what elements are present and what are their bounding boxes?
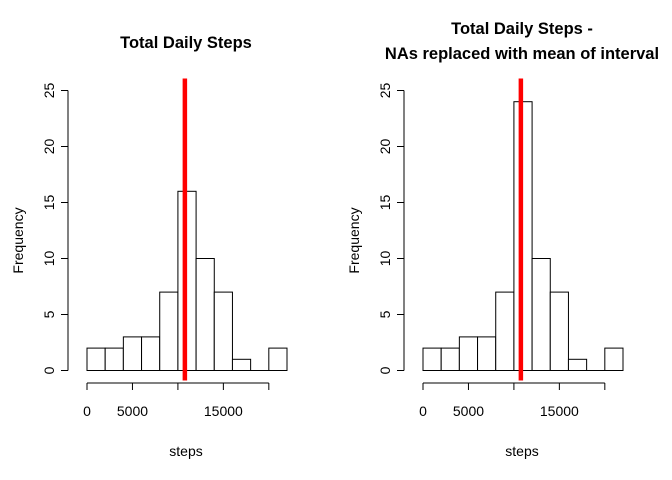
x-tick-label: 0 <box>83 403 91 419</box>
x-tick-label: 5000 <box>117 403 148 419</box>
histogram-bar <box>604 347 624 372</box>
y-tick-label: 20 <box>377 139 393 155</box>
y-tick-label: 5 <box>41 310 57 318</box>
y-tick-label: 20 <box>41 139 57 155</box>
x-axis-label: steps <box>169 443 202 459</box>
histogram-bar <box>477 336 497 371</box>
y-tick-label: 15 <box>41 195 57 211</box>
histogram-bar <box>268 347 288 372</box>
chart-title-line: Total Daily Steps - <box>451 20 593 38</box>
histogram-bar <box>549 291 569 372</box>
x-axis-label: steps <box>505 443 538 459</box>
histogram-bar <box>159 291 179 372</box>
histogram-bar <box>440 347 460 372</box>
y-tick-label: 25 <box>377 83 393 99</box>
x-tick-label: 5000 <box>453 403 484 419</box>
x-tick-label: 0 <box>419 403 427 419</box>
histogram-bar <box>458 336 479 371</box>
y-tick-label: 0 <box>377 366 393 374</box>
chart-title-line: NAs replaced with mean of interval <box>385 45 659 63</box>
histogram-bar <box>567 358 588 371</box>
histogram-bar <box>231 358 252 371</box>
histogram-bar <box>531 258 551 371</box>
chart-title-line: Total Daily Steps <box>120 34 252 52</box>
y-axis-label: Frequency <box>10 207 26 273</box>
y-tick-label: 10 <box>41 251 57 267</box>
histogram-bar <box>195 258 215 371</box>
histogram-bar <box>213 291 233 372</box>
histogram-bar <box>141 336 161 371</box>
y-axis-label: Frequency <box>346 207 362 273</box>
x-tick-label: 15000 <box>204 403 243 419</box>
histogram-panel-total-daily-steps: Total Daily Steps 0 5 10 15 20 25 Frequency 0 500… <box>10 34 288 459</box>
histogram-bar <box>495 291 515 372</box>
y-tick-label: 0 <box>41 366 57 374</box>
y-tick-label: 15 <box>377 195 393 211</box>
histogram-bar <box>86 347 106 372</box>
histogram-bar <box>422 347 442 372</box>
x-tick-label: 15000 <box>540 403 579 419</box>
y-tick-label: 10 <box>377 251 393 267</box>
y-tick-label: 5 <box>377 310 393 318</box>
histogram-bar <box>104 347 124 372</box>
y-tick-label: 25 <box>41 83 57 99</box>
histogram-bar <box>122 336 143 371</box>
histogram-panel-nas-replaced: Total Daily Steps - NAs replaced with mea… <box>346 20 659 459</box>
